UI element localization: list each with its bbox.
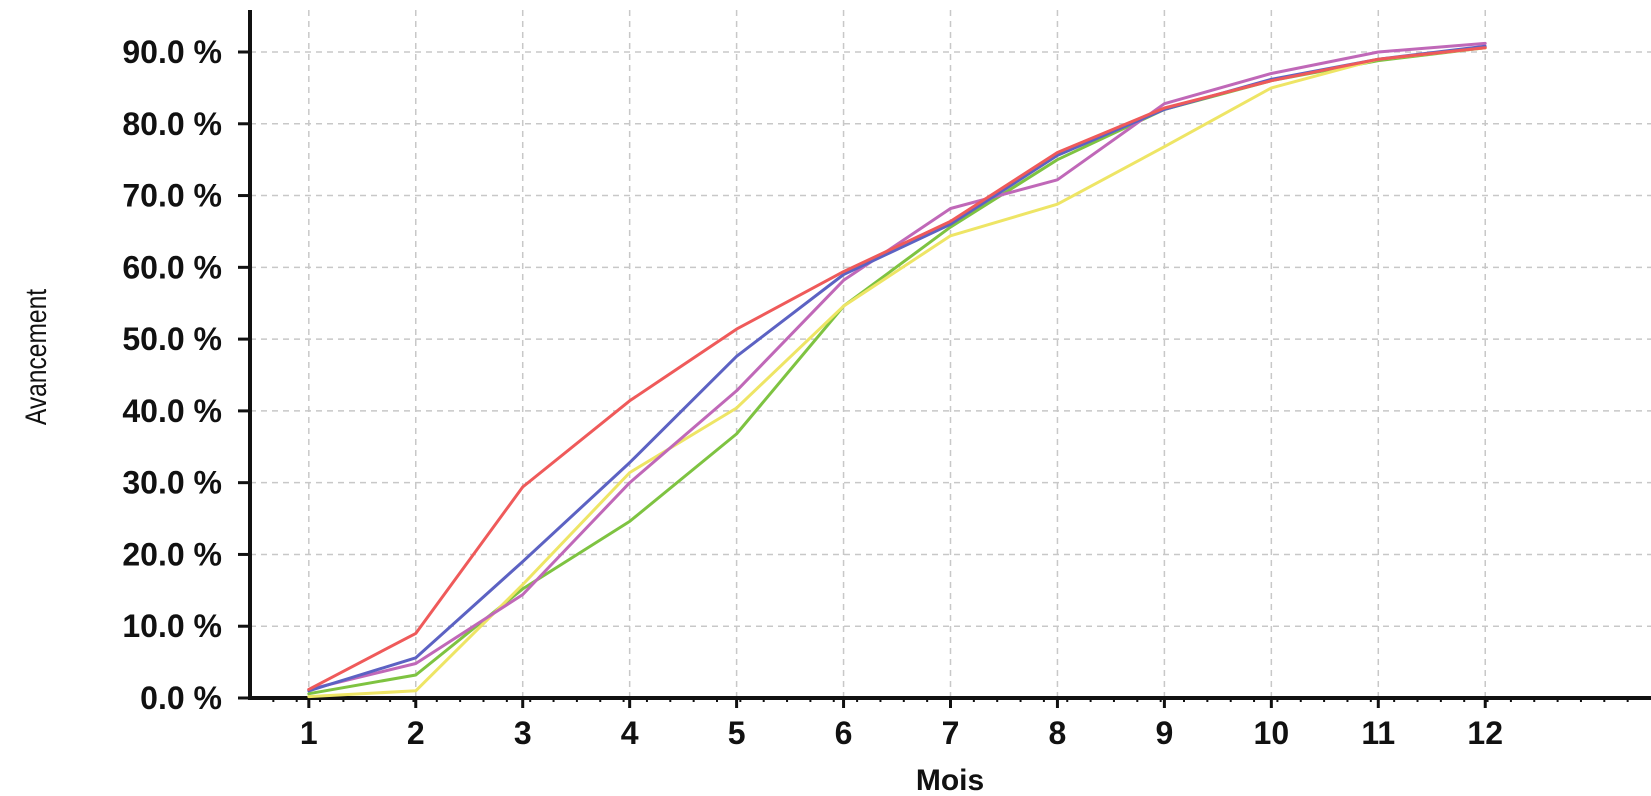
y-tick-label: 90.0 %	[122, 34, 222, 70]
x-tick-label: 8	[1049, 715, 1067, 751]
x-tick-label: 1	[300, 715, 318, 751]
y-axis-title: Avancement	[19, 289, 53, 426]
series-line-2	[307, 46, 1487, 699]
series-line-5	[307, 46, 1487, 691]
series-line-4	[307, 44, 1487, 693]
x-tick-label: 5	[728, 715, 746, 751]
axes-layer	[238, 10, 1651, 708]
series-line-3	[307, 41, 1487, 691]
x-tick-label: 7	[942, 715, 960, 751]
series-layer	[307, 41, 1487, 699]
y-tick-label: 70.0 %	[122, 178, 222, 214]
x-tick-label: 10	[1254, 715, 1290, 751]
x-tick-label: 9	[1155, 715, 1173, 751]
labels-layer: 0.0 % 10.0 % 20.0 % 30.0 % 40.0 % 50.0 % 60.0 …	[19, 34, 1503, 796]
y-tick-label: 10.0 %	[122, 608, 222, 644]
x-tick-label: 3	[514, 715, 532, 751]
y-tick-label: 20.0 %	[122, 536, 222, 572]
y-tick-label: 50.0 %	[122, 321, 222, 357]
x-tick-label: 4	[621, 715, 639, 751]
y-tick-label: 30.0 %	[122, 465, 222, 501]
grid-layer	[250, 10, 1651, 698]
x-tick-label: 6	[835, 715, 853, 751]
x-tick-label: 2	[407, 715, 425, 751]
x-tick-label: 11	[1361, 715, 1395, 751]
y-tick-label: 80.0 %	[122, 106, 222, 142]
x-tick-label: 12	[1467, 715, 1503, 751]
y-tick-label: 60.0 %	[122, 249, 222, 285]
x-axis-title: Mois	[916, 764, 984, 796]
y-tick-label: 40.0 %	[122, 393, 222, 429]
y-tick-label: 0.0 %	[140, 680, 222, 716]
